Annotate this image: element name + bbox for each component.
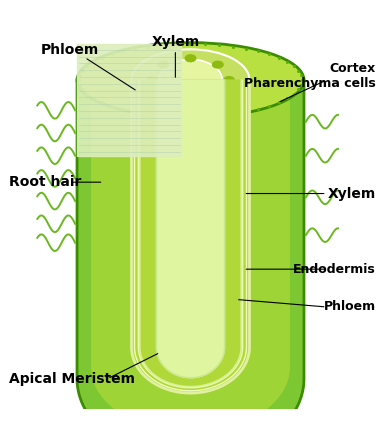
Ellipse shape [213, 61, 223, 68]
Ellipse shape [158, 92, 168, 99]
Polygon shape [131, 80, 250, 393]
Text: Endodermis: Endodermis [293, 263, 376, 276]
Ellipse shape [147, 77, 157, 84]
Ellipse shape [185, 55, 196, 62]
Text: Cortex
Pharenchyma cells: Cortex Pharenchyma cells [244, 62, 376, 90]
Ellipse shape [158, 61, 168, 68]
Text: Xylem: Xylem [328, 187, 376, 201]
Ellipse shape [131, 49, 250, 111]
Ellipse shape [77, 43, 304, 117]
Text: Apical Meristem: Apical Meristem [9, 372, 135, 386]
Text: Xylem: Xylem [151, 35, 200, 49]
Polygon shape [77, 80, 304, 440]
Ellipse shape [185, 99, 196, 105]
Polygon shape [92, 80, 289, 432]
Text: Phloem: Phloem [324, 301, 376, 313]
Polygon shape [157, 80, 224, 378]
Ellipse shape [213, 92, 223, 99]
Ellipse shape [159, 59, 222, 101]
Text: Root hair: Root hair [9, 175, 81, 189]
Ellipse shape [224, 77, 234, 84]
Text: Phloem: Phloem [40, 43, 99, 57]
Polygon shape [77, 44, 181, 156]
